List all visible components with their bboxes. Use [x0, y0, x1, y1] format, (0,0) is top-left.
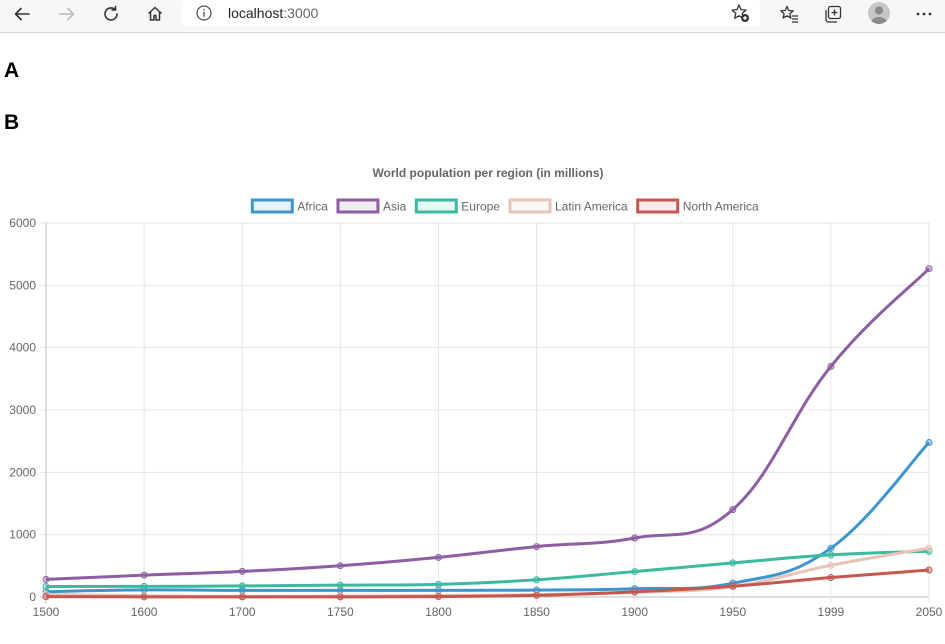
page-content: A B World population per region (in mill…: [0, 33, 945, 643]
legend-label: Europe: [461, 200, 500, 214]
x-tick-label: 1600: [131, 605, 158, 619]
y-tick-label: 1000: [9, 528, 36, 542]
legend-label: Africa: [297, 200, 328, 214]
address-bar[interactable]: localhost:3000: [182, 0, 760, 26]
x-tick-label: 1800: [425, 605, 452, 619]
x-tick-label: 1850: [523, 605, 550, 619]
chart-title: World population per region (in millions…: [372, 166, 603, 180]
forward-arrow-icon[interactable]: [51, 0, 83, 28]
data-point-europe: [827, 551, 835, 559]
y-tick-label: 0: [29, 590, 36, 604]
data-point-africa: [925, 439, 933, 447]
x-tick-label: 1900: [621, 605, 648, 619]
data-point-africa: [827, 544, 835, 552]
population-chart: World population per region (in millions…: [0, 153, 945, 639]
info-icon[interactable]: [195, 4, 213, 27]
data-point-asia: [631, 534, 639, 542]
data-point-north-america: [336, 593, 344, 601]
legend-swatch: [250, 198, 294, 214]
data-point-asia: [533, 543, 541, 551]
data-point-europe: [42, 583, 50, 591]
data-point-latin-america: [925, 544, 933, 552]
legend-swatch: [508, 198, 552, 214]
series-line-africa: [45, 441, 931, 594]
data-point-europe: [729, 559, 737, 567]
data-point-europe: [336, 581, 344, 589]
y-tick-label: 3000: [9, 403, 36, 417]
back-arrow-icon[interactable]: [6, 0, 38, 28]
data-point-north-america: [827, 574, 835, 582]
url-port: :3000: [283, 5, 319, 21]
collections-icon[interactable]: [817, 0, 849, 28]
data-point-europe: [140, 582, 148, 590]
browser-toolbar: localhost:3000: [0, 0, 945, 33]
data-point-north-america: [238, 593, 246, 601]
heading-b: B: [4, 111, 20, 134]
data-point-north-america: [434, 593, 442, 601]
data-point-north-america: [631, 588, 639, 596]
series-line-asia: [45, 267, 931, 581]
data-point-asia: [42, 575, 50, 583]
legend-swatch: [414, 198, 458, 214]
more-icon[interactable]: [908, 0, 940, 28]
x-tick-label: 1999: [818, 605, 845, 619]
url-host: localhost: [228, 5, 284, 21]
data-point-latin-america: [827, 561, 835, 569]
data-point-europe: [533, 576, 541, 584]
data-point-asia: [140, 571, 148, 579]
heading-a: A: [4, 59, 20, 82]
home-icon[interactable]: [139, 0, 171, 28]
legend-swatch: [636, 198, 680, 214]
data-point-asia: [238, 567, 246, 575]
data-point-north-america: [533, 591, 541, 599]
data-point-asia: [434, 553, 442, 561]
data-point-north-america: [42, 593, 50, 601]
refresh-icon[interactable]: [95, 0, 127, 28]
data-point-europe: [631, 568, 639, 576]
line-chart-svg: World population per region (in millions…: [9, 166, 943, 619]
profile-icon[interactable]: [868, 2, 890, 24]
y-tick-label: 2000: [9, 465, 36, 479]
favorites-icon[interactable]: [773, 0, 805, 28]
x-tick-label: 1700: [229, 605, 256, 619]
legend-label: Asia: [383, 200, 407, 214]
data-point-north-america: [140, 593, 148, 601]
legend-label: Latin America: [555, 200, 628, 214]
series-line-europe: [45, 549, 930, 589]
url-text[interactable]: localhost:3000: [228, 5, 318, 21]
x-tick-label: 1750: [327, 605, 354, 619]
legend-label: North America: [683, 200, 759, 214]
data-point-north-america: [729, 582, 737, 590]
x-tick-label: 1500: [33, 605, 60, 619]
x-tick-label: 2050: [916, 605, 943, 619]
y-tick-label: 4000: [9, 341, 36, 355]
data-point-asia: [925, 265, 933, 273]
data-point-asia: [336, 562, 344, 570]
series-line-north-america: [45, 568, 930, 599]
legend-swatch: [336, 198, 380, 214]
data-point-europe: [434, 580, 442, 588]
data-point-north-america: [925, 566, 933, 574]
data-point-asia: [729, 506, 737, 514]
y-tick-label: 6000: [9, 216, 36, 230]
y-tick-label: 5000: [9, 278, 36, 292]
data-point-asia: [827, 362, 835, 370]
data-point-europe: [238, 582, 246, 590]
add-favorite-icon[interactable]: [730, 3, 750, 28]
x-tick-label: 1950: [719, 605, 746, 619]
